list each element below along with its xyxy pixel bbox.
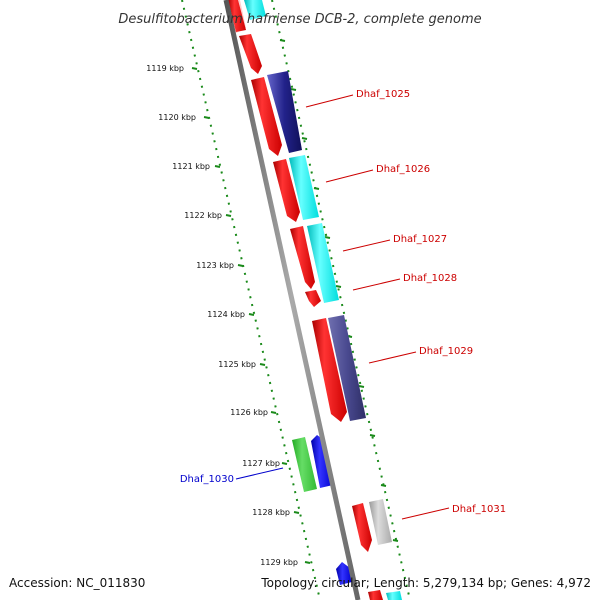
tick-label: 1123 kbp (196, 261, 234, 270)
gene-feature[interactable] (312, 318, 347, 422)
gene-feature[interactable] (273, 159, 300, 222)
tick-mark (259, 363, 266, 366)
tick-mark (248, 313, 255, 316)
tick-mark (203, 116, 210, 119)
tick-mark (301, 137, 308, 140)
leader-line (401, 507, 450, 520)
gene-features-outer (226, 0, 383, 600)
gene-feature[interactable] (305, 290, 321, 307)
gene-label[interactable]: Dhaf_1029 (419, 346, 473, 357)
leader-line (342, 239, 391, 252)
genome-backbone (223, 0, 361, 600)
tick-label: 1128 kbp (252, 508, 290, 517)
tick-mark (237, 264, 244, 267)
tick-mark (225, 214, 232, 217)
gene-feature[interactable] (292, 437, 317, 492)
ruler-ticks (191, 67, 311, 564)
inner-ruler-ticks (279, 39, 399, 542)
tick-label: 1121 kbp (172, 162, 210, 171)
tick-mark (191, 67, 198, 70)
gene-label[interactable]: Dhaf_1030 (180, 474, 234, 485)
tick-label: 1120 kbp (158, 113, 196, 122)
gene-label-dhaf-1025[interactable]: Dhaf_1025 (305, 89, 410, 108)
leader-line (352, 278, 401, 291)
ruler-line-inner (271, 0, 411, 600)
gene-label[interactable]: Dhaf_1025 (356, 89, 410, 100)
leader-line (235, 467, 284, 480)
gene-feature[interactable] (290, 226, 315, 289)
tick-mark (380, 484, 387, 487)
gene-label-dhaf-1026[interactable]: Dhaf_1026 (325, 164, 430, 183)
tick-labels: 1119 kbp 1120 kbp 1121 kbp 1122 kbp 1123… (146, 64, 298, 567)
gene-label[interactable]: Dhaf_1028 (403, 273, 457, 284)
tick-mark (290, 88, 297, 91)
gene-feature[interactable] (386, 591, 402, 600)
gene-feature[interactable] (289, 155, 319, 220)
tick-label: 1129 kbp (260, 558, 298, 567)
gene-feature[interactable] (228, 0, 246, 32)
tick-mark (279, 39, 286, 42)
gene-label-dhaf-1029[interactable]: Dhaf_1029 (368, 346, 473, 364)
gene-feature[interactable] (352, 503, 372, 552)
tick-label: 1124 kbp (207, 310, 245, 319)
gene-label-dhaf-1030[interactable]: Dhaf_1030 (180, 467, 284, 485)
tick-mark (293, 511, 300, 514)
map-title: Desulfitobacterium hafniense DCB-2, comp… (118, 12, 481, 27)
ruler-line-outer (181, 0, 321, 600)
tick-mark (392, 539, 399, 542)
gene-feature[interactable] (368, 590, 383, 600)
tick-mark (358, 385, 365, 388)
topology-text: Topology: circular; Length: 5,279,134 bp… (260, 576, 591, 590)
gene-label[interactable]: Dhaf_1031 (452, 504, 506, 515)
gene-label-dhaf-1027[interactable]: Dhaf_1027 (342, 234, 447, 252)
leader-line (325, 169, 374, 183)
leader-line (368, 351, 417, 364)
gene-feature[interactable] (336, 562, 352, 585)
gene-features-inner (244, 0, 402, 600)
gene-feature[interactable] (239, 34, 262, 74)
tick-mark (369, 434, 376, 437)
tick-mark (335, 285, 342, 288)
tick-mark (281, 462, 288, 465)
gene-label[interactable]: Dhaf_1026 (376, 164, 430, 175)
gene-feature[interactable] (369, 499, 392, 545)
accession-text: Accession: NC_011830 (9, 576, 145, 590)
gene-feature[interactable] (267, 71, 302, 153)
tick-mark (324, 236, 331, 239)
tick-mark (313, 187, 320, 190)
gene-label-dhaf-1028[interactable]: Dhaf_1028 (352, 273, 457, 291)
tick-label: 1119 kbp (146, 64, 184, 73)
gene-feature[interactable] (311, 435, 333, 488)
tick-mark (270, 411, 277, 414)
gene-label[interactable]: Dhaf_1027 (393, 234, 447, 245)
tick-label: 1122 kbp (184, 211, 222, 220)
tick-label: 1125 kbp (218, 360, 256, 369)
gene-feature[interactable] (251, 77, 282, 156)
gene-feature[interactable] (307, 223, 339, 303)
gene-feature[interactable] (328, 315, 366, 421)
leader-line (305, 94, 354, 108)
tick-mark (214, 165, 221, 168)
tick-mark (304, 561, 311, 564)
tick-label: 1127 kbp (242, 459, 280, 468)
gene-label-dhaf-1031[interactable]: Dhaf_1031 (401, 504, 506, 520)
tick-label: 1126 kbp (230, 408, 268, 417)
gene-feature[interactable] (244, 0, 266, 20)
